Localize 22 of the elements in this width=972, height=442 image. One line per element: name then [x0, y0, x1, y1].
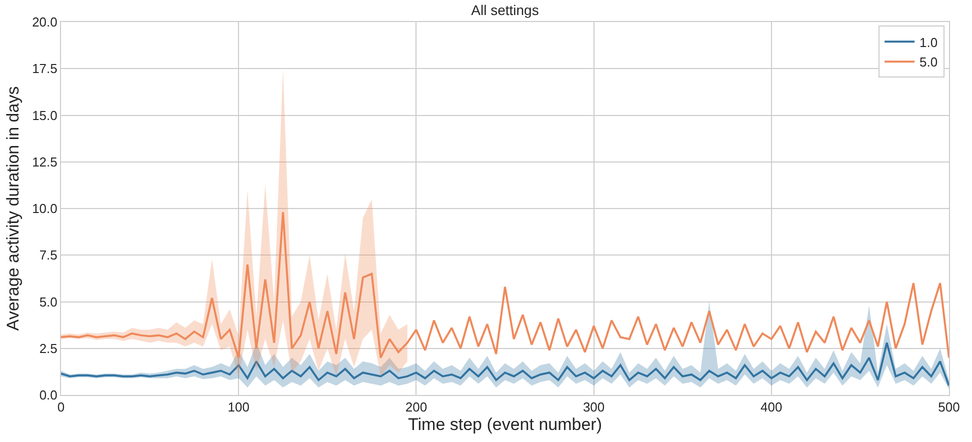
y-tick-label: 20.0: [32, 14, 58, 30]
y-axis-title: Average activity duration in days: [4, 86, 23, 331]
y-tick-label: 7.5: [39, 248, 58, 263]
x-axis-title: Time step (event number): [408, 415, 602, 434]
line-series: [61, 342, 949, 387]
line-series: [61, 211, 949, 359]
y-tick-label: 10.0: [32, 201, 58, 216]
y-tick-label: 0.0: [39, 388, 58, 403]
x-tick-label: 100: [228, 400, 250, 415]
y-tick-label: 17.5: [32, 61, 58, 76]
y-tick-label: 5.0: [39, 294, 58, 310]
y-tick-label: 15.0: [32, 108, 58, 123]
x-tick-label: 0: [57, 400, 65, 415]
legend-label: 5.0: [920, 54, 938, 70]
legend-label: 1.0: [920, 34, 938, 50]
x-tick-label: 200: [405, 400, 428, 415]
chart-title: All settings: [471, 2, 539, 18]
y-tick-label: 2.5: [39, 340, 58, 356]
x-tick-label: 500: [938, 400, 960, 415]
x-tick-label: 300: [582, 400, 605, 415]
x-tick-label: 400: [760, 400, 782, 415]
y-tick-label: 12.5: [32, 154, 58, 170]
